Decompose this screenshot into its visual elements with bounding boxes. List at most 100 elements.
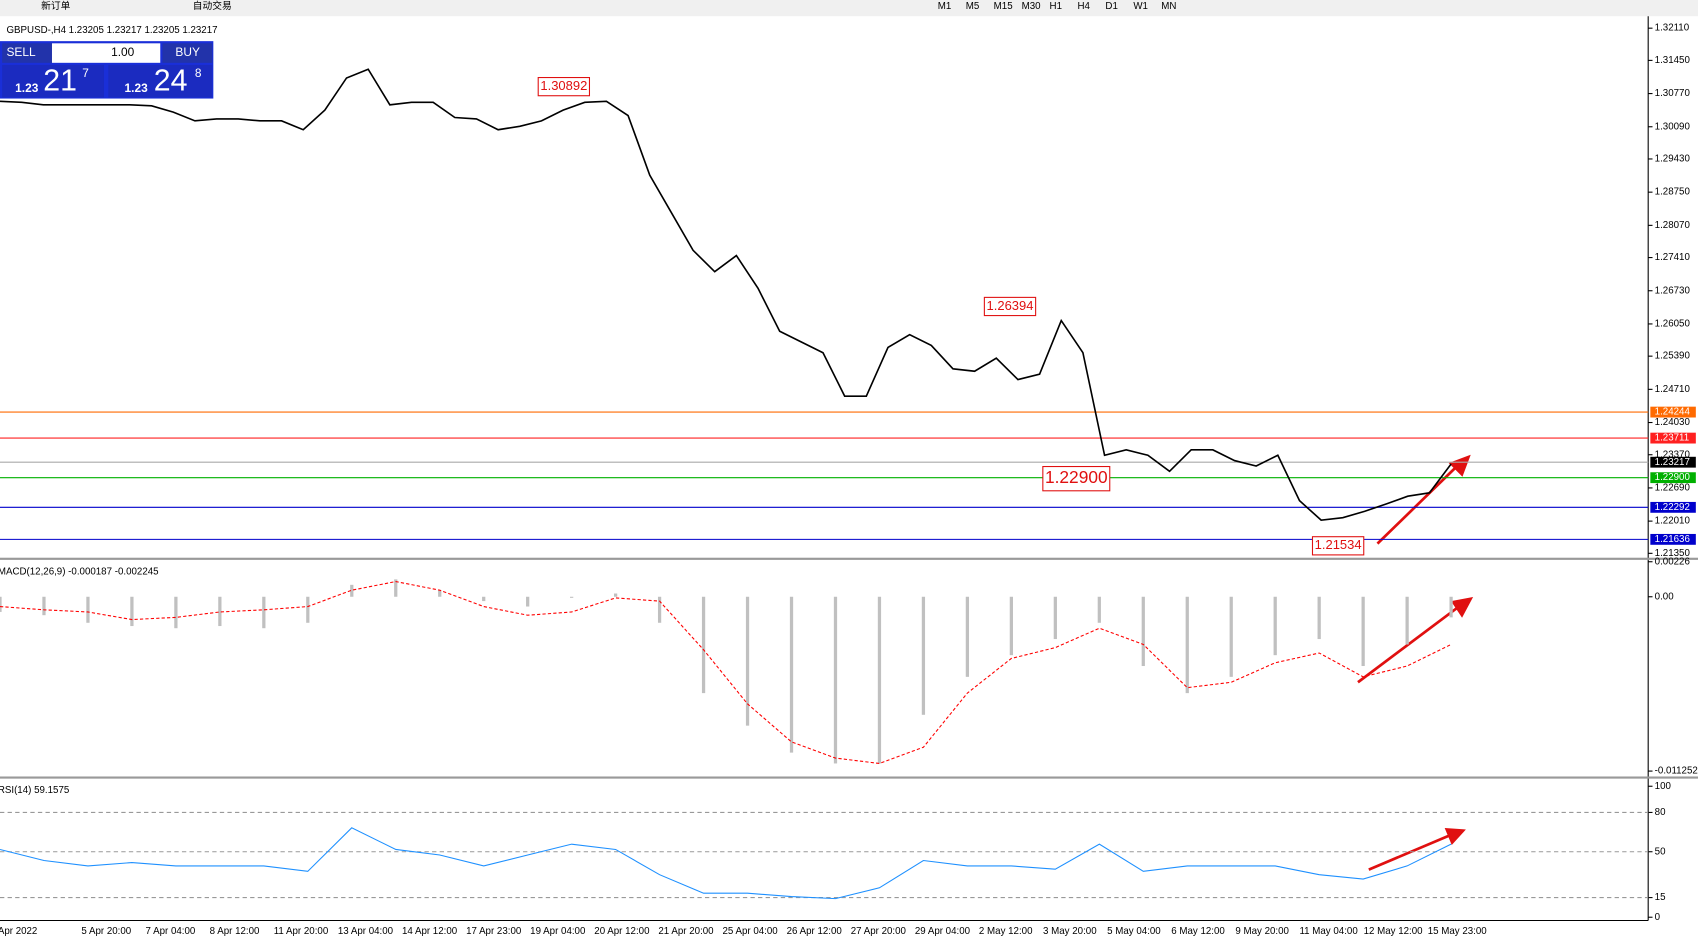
time-label: 26 Apr 12:00 [787,926,843,937]
auto-trading[interactable]: 自动交易 [193,0,232,12]
histogram-bar [1317,596,1321,640]
time-label: 2 May 12:00 [979,926,1033,937]
time-label: 11 Apr 20:00 [274,926,329,937]
time-label: 6 May 12:00 [1171,926,1225,937]
buy-big: 1.23 [125,81,149,95]
sell-big: 1.23 [15,81,39,95]
histogram-bar [350,584,354,597]
lots: 1.00 [111,45,135,59]
histogram-bar [174,596,178,629]
y-tick-label: 100 [1655,781,1672,792]
y-tick-label: 1.26050 [1655,319,1691,330]
timeframe[interactable]: M1 [938,1,952,12]
histogram-bar [613,593,618,597]
y-tick-label: 1.30090 [1655,121,1691,132]
histogram-bar [1185,596,1189,694]
histogram-bar [745,596,750,726]
histogram-bar [701,596,706,694]
time-label: 11 May 04:00 [1299,926,1358,937]
y-tick-label: 1.25390 [1655,351,1691,362]
histogram-bar [1097,596,1101,623]
buy-price[interactable] [108,64,213,98]
time-label: 19 Apr 04:00 [530,926,586,937]
pane-divider [0,776,1698,779]
level-tag [1650,456,1696,468]
histogram-bar [1449,596,1453,618]
histogram-bar [0,596,2,612]
y-tick-label: 0.00226 [1655,556,1690,567]
histogram-bar [1361,596,1365,667]
histogram-bar [86,596,90,623]
timeframe[interactable]: M15 [994,1,1013,12]
histogram-bar [1053,596,1057,640]
timeframe[interactable]: M30 [1022,1,1042,12]
histogram-bar [218,596,222,627]
y-tick-label: 1.32110 [1655,23,1690,34]
pane-divider [0,557,1698,560]
level-tag [1650,406,1696,418]
sell-price[interactable] [2,64,104,98]
price-annotation: 1.22900 [1045,467,1108,487]
time-label: 15 May 23:00 [1428,926,1488,937]
trend-arrows [1357,454,1474,871]
annotation-box [1311,536,1365,556]
time-label: 8 Apr 12:00 [210,926,260,937]
histogram-bar [306,596,310,623]
histogram-bar [877,596,882,764]
histogram-bar [833,596,838,764]
timeframe[interactable]: H4 [1077,1,1090,12]
y-tick-label: 1.29430 [1655,154,1691,165]
time-label: 9 May 20:00 [1235,926,1289,937]
y-tick-label: 1.22010 [1655,516,1691,527]
histogram-bar [438,590,442,597]
buy-button[interactable] [162,43,213,63]
y-tick-label: 1.23370 [1655,449,1691,460]
histogram-bar [657,596,662,623]
timeframe[interactable]: H1 [1050,1,1062,12]
histogram-bar [1405,596,1409,645]
histogram-bar [394,579,398,597]
y-tick-label: 1.30770 [1655,88,1691,99]
buy-label: BUY [175,45,200,59]
y-tick-label: 1.24030 [1655,417,1691,428]
level-tag [1650,432,1696,444]
timeframe[interactable]: D1 [1105,1,1117,12]
annotation-box [983,296,1037,317]
histogram-bar [1229,596,1233,677]
time-label: 27 Apr 20:00 [851,926,907,937]
level-tag [1650,533,1696,545]
y-tick-label: 1.27410 [1655,252,1691,263]
sell-pips: 21 [43,64,77,97]
sell-label: SELL [6,45,36,59]
timeframe[interactable]: MN [1161,1,1176,12]
price-annotation: 1.26394 [987,298,1034,313]
timeframe[interactable]: M5 [966,1,980,12]
sell-button[interactable] [2,43,52,63]
time-label: 13 Apr 04:00 [338,926,394,937]
histogram-bar [1009,596,1013,656]
histogram-bar [42,596,46,616]
timeframe[interactable]: W1 [1133,1,1148,12]
y-tick-label: 1.31450 [1655,55,1691,66]
level-label: 1.22900 [1655,472,1691,483]
signal-line [0,580,1452,765]
y-tick-label: 1.26730 [1655,285,1691,296]
y-tick-label: 1.24710 [1655,384,1691,395]
pane-title: GBPUSD-,H4 1.23205 1.23217 1.23205 1.232… [6,25,217,36]
level-tag [1650,501,1696,513]
pane-title: MACD(12,26,9) -0.000187 -0.002245 [0,566,159,577]
time-label: 29 Apr 04:00 [915,926,971,937]
price-annotation: 1.30892 [540,78,587,93]
y-tick-label: 50 [1655,846,1666,857]
pane-title: RSI(14) 59.1575 [0,785,69,796]
buy-pips: 24 [154,64,188,97]
y-tick-label: 80 [1655,807,1666,818]
lots-input[interactable] [51,43,161,63]
new-order[interactable]: 新订单 [41,0,70,12]
level-label: 1.21636 [1655,534,1690,545]
time-label: 20 Apr 12:00 [594,926,650,937]
y-tick-label: -0.011252 [1655,766,1698,777]
histogram-bar [482,596,486,602]
y-tick-label: 1.28070 [1655,220,1691,231]
level-tag [1650,472,1696,484]
